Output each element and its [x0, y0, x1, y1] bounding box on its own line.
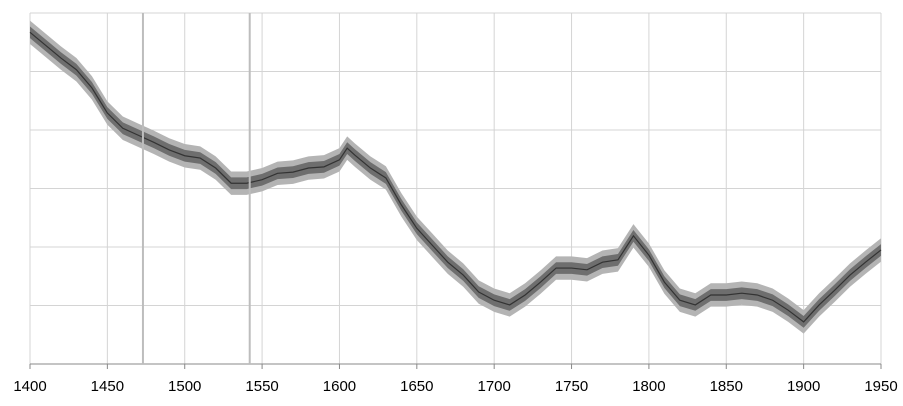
- x-tick-label: 1800: [632, 378, 665, 395]
- x-tick-label: 1850: [710, 378, 743, 395]
- x-tick-label: 1750: [555, 378, 588, 395]
- x-tick-label: 1400: [13, 378, 46, 395]
- x-tick-label: 1650: [400, 378, 433, 395]
- x-tick-label: 1600: [323, 378, 356, 395]
- x-tick-label: 1500: [168, 378, 201, 395]
- x-tick-label: 1700: [477, 378, 510, 395]
- x-tick-label: 1450: [91, 378, 124, 395]
- inner-band: [30, 26, 881, 328]
- x-tick-label: 1550: [245, 378, 278, 395]
- line: [29, 31, 882, 323]
- x-tick-label: 1950: [864, 378, 897, 395]
- x-tick-label: 1900: [787, 378, 820, 395]
- outer-band: [30, 20, 881, 334]
